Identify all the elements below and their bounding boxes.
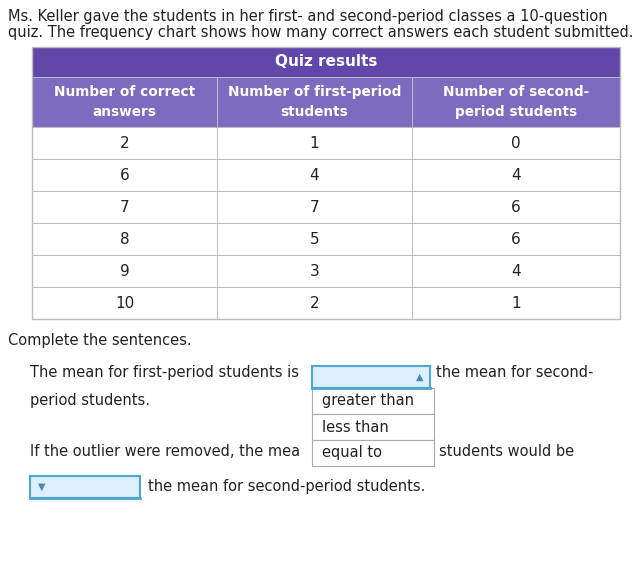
Text: 8: 8 xyxy=(120,231,129,247)
Text: quiz. The frequency chart shows how many correct answers each student submitted.: quiz. The frequency chart shows how many… xyxy=(8,25,633,40)
Text: 6: 6 xyxy=(511,200,521,214)
Bar xyxy=(32,77,217,127)
Bar xyxy=(412,127,620,159)
Text: students would be: students would be xyxy=(439,444,574,459)
Bar xyxy=(217,255,412,287)
Bar xyxy=(412,159,620,191)
Text: 0: 0 xyxy=(511,136,521,150)
Text: Complete the sentences.: Complete the sentences. xyxy=(8,333,191,348)
Text: 9: 9 xyxy=(120,264,129,278)
Text: If the outlier were removed, the mea: If the outlier were removed, the mea xyxy=(30,444,300,459)
Text: Quiz results: Quiz results xyxy=(275,54,377,70)
Bar xyxy=(32,159,217,191)
Text: period students.: period students. xyxy=(30,393,150,408)
Bar xyxy=(412,223,620,255)
Text: the mean for second-: the mean for second- xyxy=(436,365,593,380)
Bar xyxy=(412,287,620,319)
Bar xyxy=(32,127,217,159)
Bar xyxy=(217,287,412,319)
Text: 1: 1 xyxy=(310,136,319,150)
Text: the mean for second-period students.: the mean for second-period students. xyxy=(148,479,425,494)
Text: 6: 6 xyxy=(511,231,521,247)
Bar xyxy=(32,47,620,319)
Bar xyxy=(412,191,620,223)
Text: 6: 6 xyxy=(120,167,129,183)
Text: 1: 1 xyxy=(511,295,521,311)
Text: greater than: greater than xyxy=(322,393,414,408)
Bar xyxy=(217,77,412,127)
Bar xyxy=(312,414,434,440)
Text: 3: 3 xyxy=(310,264,319,278)
Bar xyxy=(32,255,217,287)
Bar xyxy=(312,440,434,466)
Bar xyxy=(217,159,412,191)
Text: ▲: ▲ xyxy=(416,372,424,382)
Bar xyxy=(412,255,620,287)
Bar xyxy=(32,47,620,77)
Text: 4: 4 xyxy=(511,264,521,278)
Text: Ms. Keller gave the students in her first- and second-period classes a 10-questi: Ms. Keller gave the students in her firs… xyxy=(8,9,607,24)
Text: 7: 7 xyxy=(120,200,129,214)
Bar xyxy=(217,191,412,223)
Text: 4: 4 xyxy=(310,167,319,183)
Text: Number of second-
period students: Number of second- period students xyxy=(443,85,589,119)
Bar xyxy=(412,77,620,127)
Bar xyxy=(32,191,217,223)
Text: ▼: ▼ xyxy=(38,482,46,492)
Bar xyxy=(312,388,434,414)
Text: equal to: equal to xyxy=(322,446,382,460)
Bar xyxy=(217,127,412,159)
Text: 2: 2 xyxy=(120,136,129,150)
Bar xyxy=(30,476,140,498)
Text: 7: 7 xyxy=(310,200,319,214)
Bar xyxy=(217,223,412,255)
Bar xyxy=(312,366,430,388)
Text: 5: 5 xyxy=(310,231,319,247)
Text: 2: 2 xyxy=(310,295,319,311)
Text: The mean for first-period students is: The mean for first-period students is xyxy=(30,365,299,380)
Text: Number of correct
answers: Number of correct answers xyxy=(54,85,195,119)
Bar xyxy=(32,223,217,255)
Text: 4: 4 xyxy=(511,167,521,183)
Bar xyxy=(32,287,217,319)
Text: 10: 10 xyxy=(115,295,134,311)
Text: Number of first-period
students: Number of first-period students xyxy=(228,85,401,119)
Text: less than: less than xyxy=(322,420,389,434)
